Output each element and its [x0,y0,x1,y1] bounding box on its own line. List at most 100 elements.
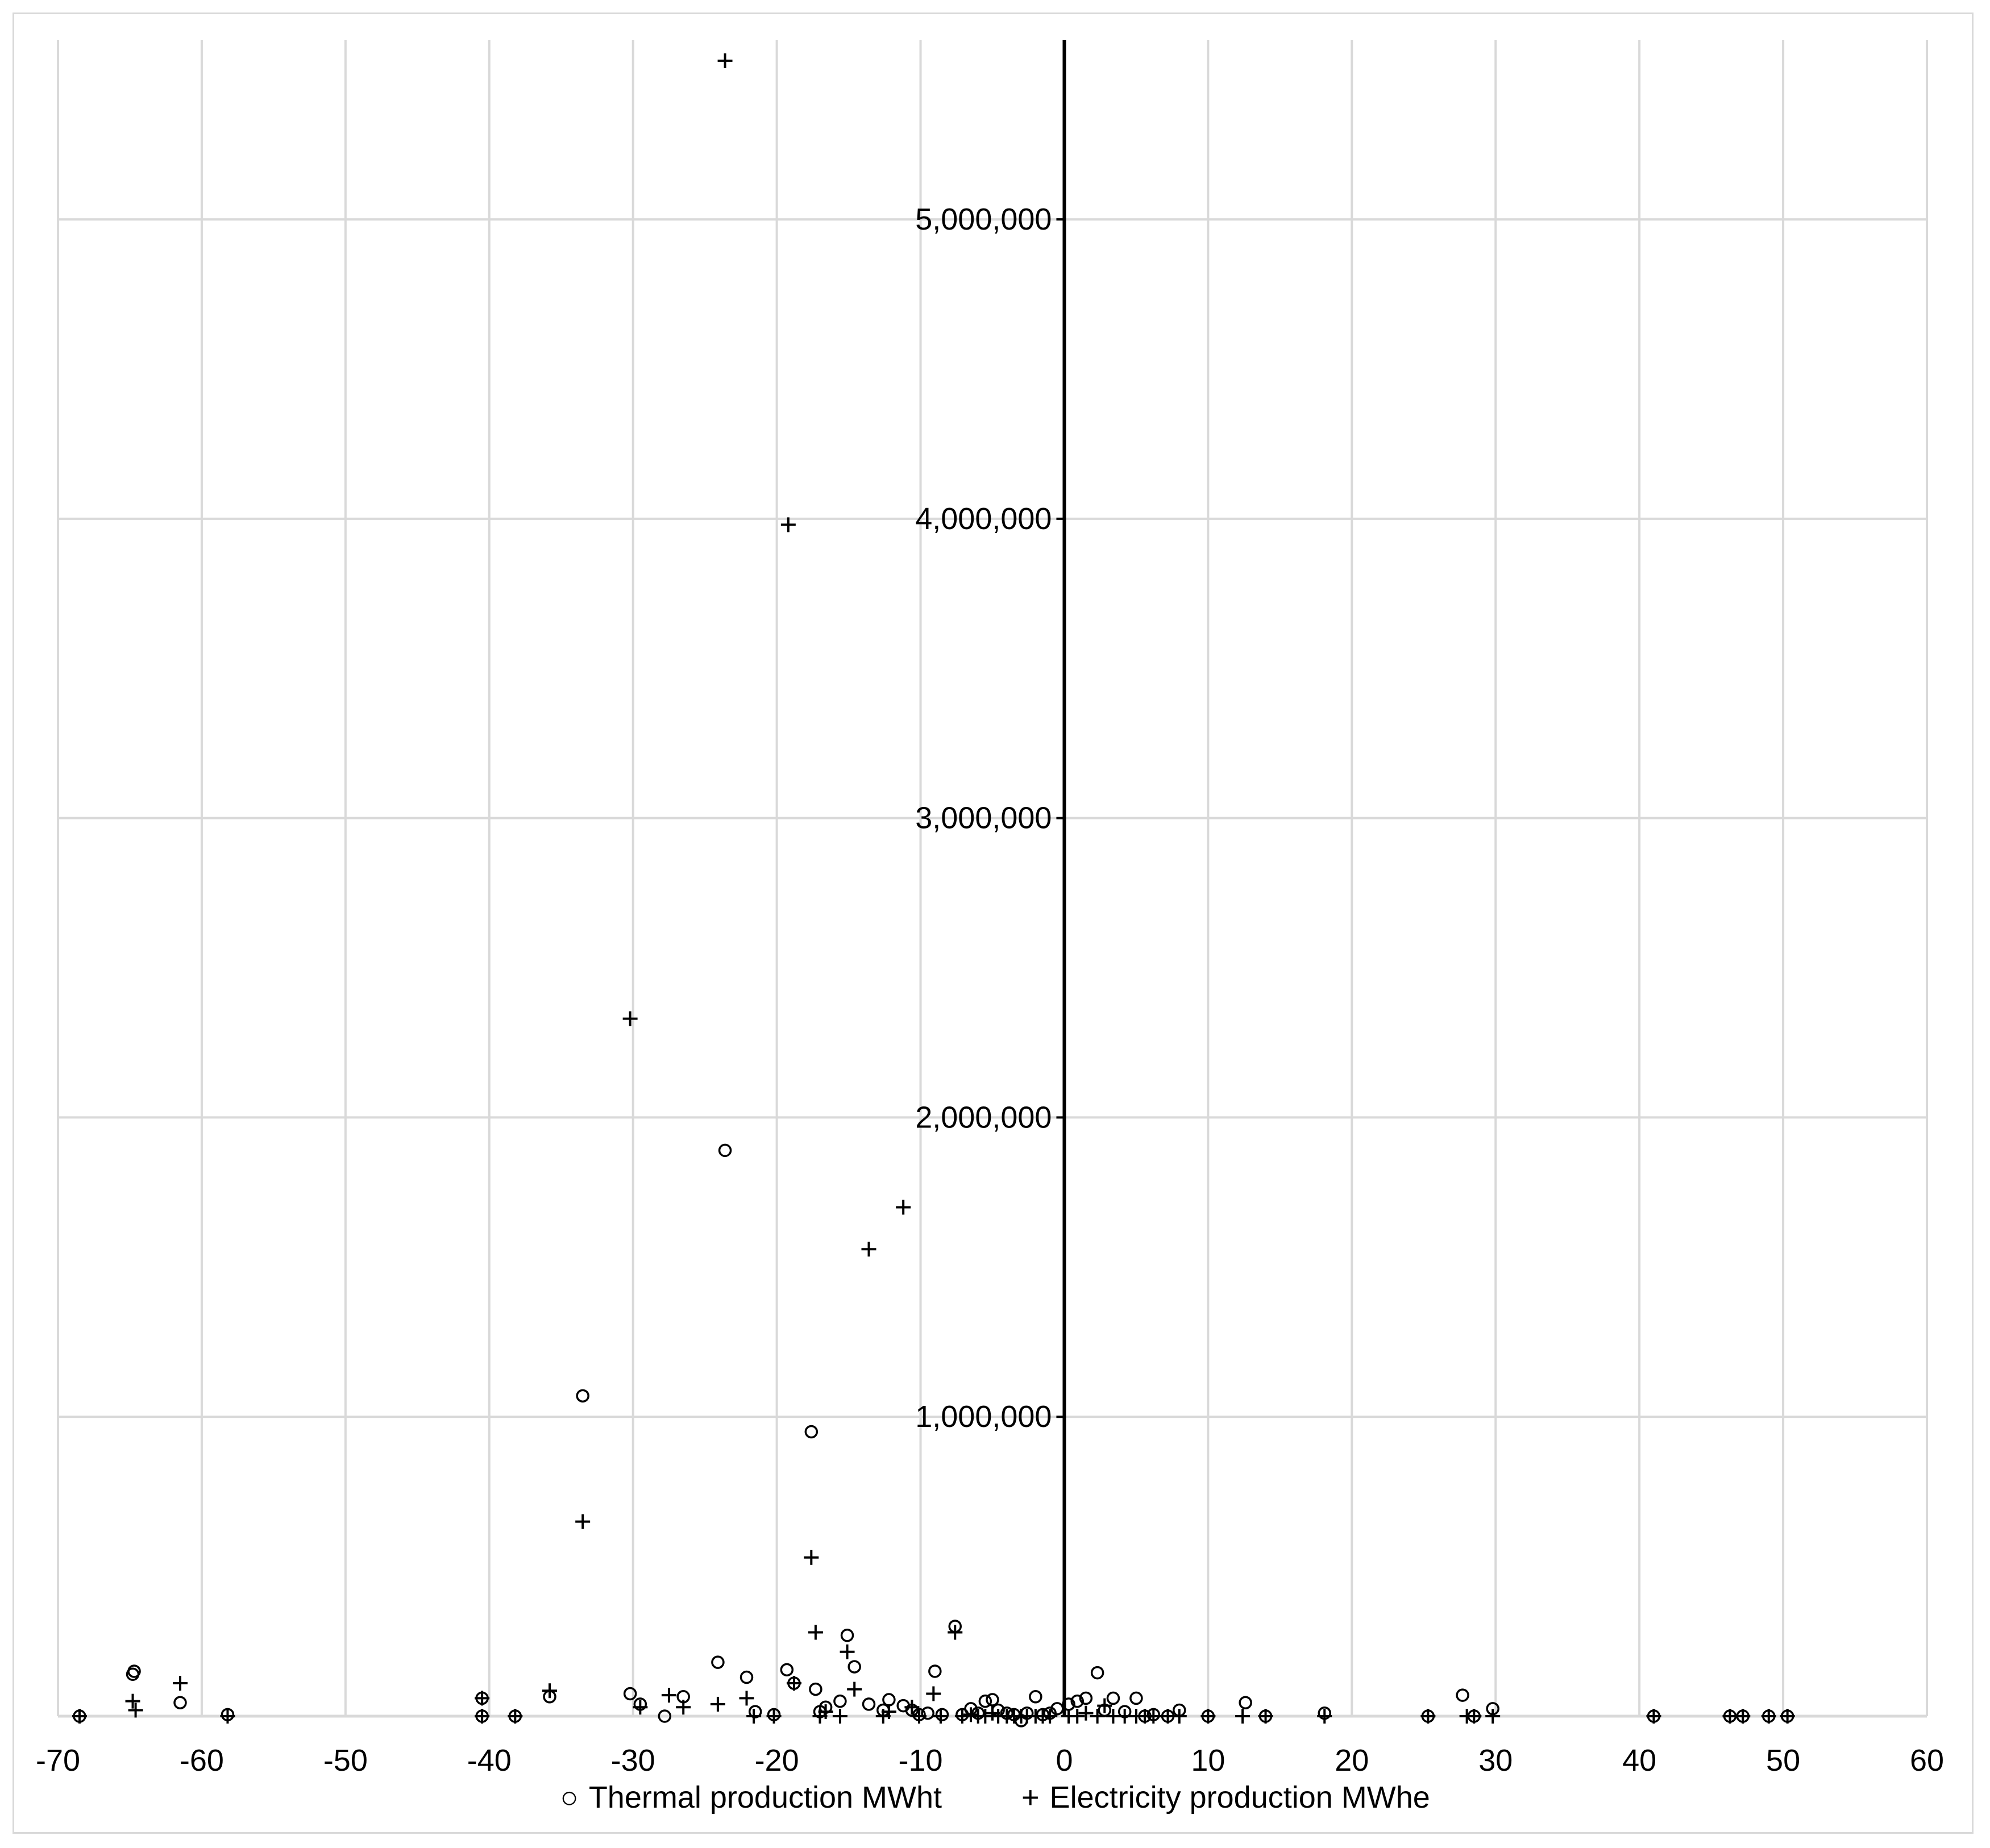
x-tick-label-5: -20 [755,1743,799,1778]
thermal-point-55 [1090,1666,1104,1680]
legend-label-thermal: Thermal production MWht [588,1780,942,1814]
thermal-point-3 [173,1696,187,1710]
electricity-point-35 [933,1709,948,1724]
electricity-point-64 [1258,1709,1273,1724]
x-tick-label-0: -70 [36,1743,80,1778]
thermal-point-16 [740,1670,754,1684]
y-tick-label-1: 2,000,000 [915,1100,1052,1134]
electricity-point-69 [1485,1709,1501,1724]
thermal-point-21 [804,1425,819,1439]
electricity-point-18 [766,1709,782,1724]
electricity-point-3 [172,1676,188,1691]
thermal-point-17 [748,1705,762,1718]
electricity-point-54 [1097,1698,1112,1713]
legend: ○ Thermal production MWht + Electricity … [0,1778,1990,1817]
thermal-point-57 [1106,1691,1120,1705]
electricity-point-70 [1646,1709,1661,1724]
thermal-point-30 [882,1693,896,1707]
thermal-point-51 [1050,1702,1064,1716]
electricity-point-68 [1466,1709,1482,1724]
electricity-point-5 [475,1691,490,1706]
electricity-point-13 [676,1700,691,1715]
y-tick-label-4: 5,000,000 [915,202,1052,236]
thermal-point-19 [780,1663,794,1677]
thermal-point-15 [718,1143,732,1158]
electricity-point-40 [978,1709,993,1724]
electricity-point-65 [1317,1709,1332,1724]
electricity-point-6 [475,1709,490,1724]
thermal-point-22 [809,1682,822,1696]
x-axis: -70 -60 -50 -40 -30 -20 -10 0 10 20 30 40 50 60 [36,1743,1944,1778]
thermal-point-54 [1079,1691,1093,1705]
electricity-point-37 [954,1709,970,1724]
electricity-point-7 [508,1709,523,1724]
electricity-point-20 [786,1676,801,1691]
thermal-point-10 [623,1687,637,1701]
legend-entry-electricity: + Electricity production MWhe [1021,1780,1430,1815]
data-points [72,53,1795,1728]
x-tick-label-3: -40 [467,1743,512,1778]
x-tick-label-7: 0 [1056,1743,1073,1778]
electricity-point-74 [1780,1709,1795,1724]
electricity-point-73 [1761,1709,1776,1724]
electricity-point-4 [220,1709,235,1724]
electricity-point-31 [896,1200,911,1215]
x-tick-label-1: -60 [180,1743,224,1778]
electricity-point-63 [1235,1709,1250,1724]
chart-frame [13,13,1974,1834]
x-tick-label-2: -50 [323,1743,368,1778]
thermal-point-34 [921,1706,934,1720]
thermal-point-12 [658,1709,672,1723]
electricity-point-62 [1200,1709,1216,1724]
thermal-point-2 [127,1664,141,1678]
gridlines [57,40,1928,1718]
electricity-point-2 [128,1703,143,1718]
x-tick-label-11: 40 [1622,1743,1656,1778]
x-tick-label-12: 50 [1766,1743,1800,1778]
y-tick-label-2: 3,000,000 [915,801,1052,835]
electricity-point-66 [1420,1709,1436,1724]
thermal-point-53 [1070,1694,1084,1708]
electricity-point-8 [542,1683,557,1699]
x-tick-label-10: 30 [1478,1743,1513,1778]
thermal-point-25 [833,1694,847,1708]
electricity-point-17 [746,1709,762,1724]
x-tick-label-4: -30 [611,1743,655,1778]
electricity-point-49 [1042,1709,1058,1724]
x-tick-label-6: -10 [899,1743,943,1778]
y-tick-label-0: 1,000,000 [915,1400,1052,1434]
electricity-point-38 [963,1707,979,1722]
legend-circle-icon: ○ [560,1780,579,1814]
x-tick-label-8: 10 [1191,1743,1225,1778]
electricity-point-25 [832,1709,847,1724]
electricity-point-24 [818,1704,833,1720]
legend-plus-icon: + [1021,1780,1040,1814]
thermal-point-41 [978,1694,992,1708]
electricity-point-51 [1070,1709,1085,1724]
x-tick-label-9: 20 [1335,1743,1369,1778]
thermal-point-65 [1239,1696,1252,1710]
y-tick-label-3: 4,000,000 [915,502,1052,536]
electricity-point-28 [861,1242,876,1257]
electricity-point-14 [710,1696,725,1712]
thermal-point-42 [986,1693,999,1707]
electricity-point-15 [717,53,733,68]
electricity-point-61 [1171,1709,1187,1724]
thermal-point-36 [935,1708,949,1722]
electricity-point-26 [840,1644,855,1659]
thermal-point-14 [711,1655,725,1669]
electricity-point-16 [739,1691,754,1706]
thermal-point-9 [576,1389,589,1403]
electricity-point-22 [808,1625,823,1640]
electricity-point-19 [780,517,796,532]
legend-entry-thermal: ○ Thermal production MWht [560,1780,942,1815]
electricity-point-9 [575,1514,591,1529]
x-tick-label-13: 60 [1910,1743,1944,1778]
thermal-point-27 [847,1660,861,1674]
electricity-point-52 [1078,1705,1094,1721]
electricity-point-72 [1735,1709,1751,1724]
electricity-point-32 [904,1700,920,1715]
electricity-point-59 [1146,1709,1161,1724]
electricity-point-12 [661,1688,676,1703]
